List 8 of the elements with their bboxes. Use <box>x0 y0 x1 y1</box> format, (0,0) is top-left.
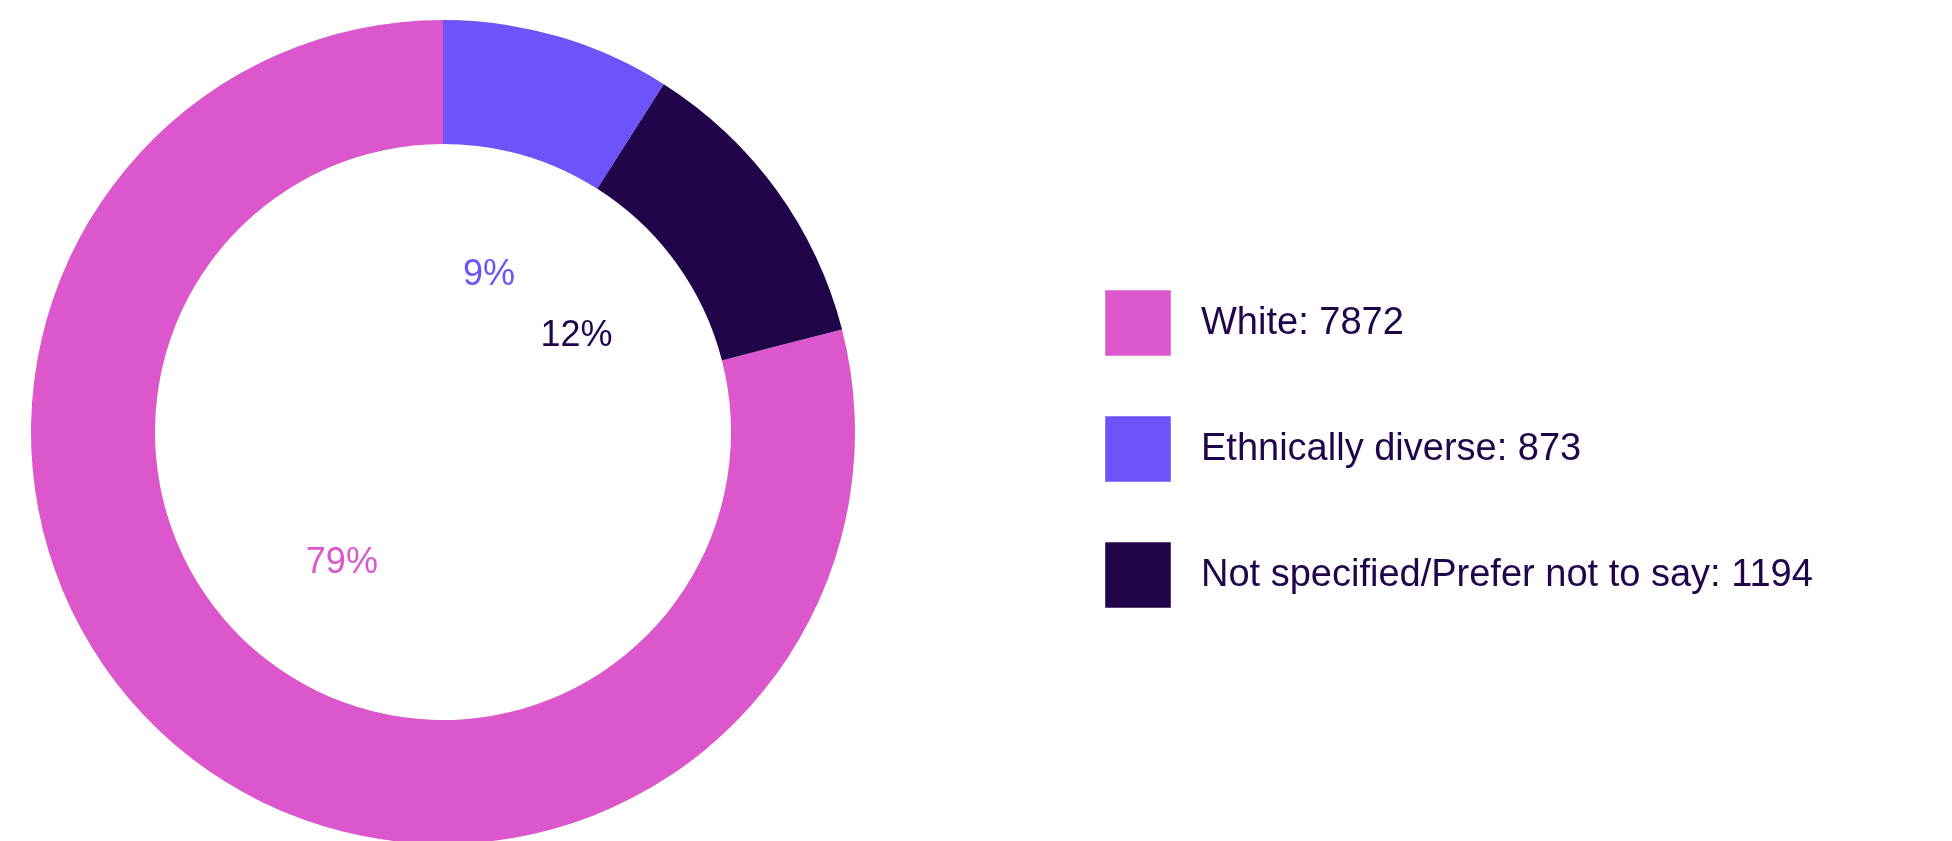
donut-slice <box>443 20 664 189</box>
data-label: 9% <box>463 251 516 293</box>
legend-label: Not specified/Prefer not to say: 1194 <box>1201 552 1813 594</box>
legend-label: White: 7872 <box>1201 300 1404 342</box>
data-label: 12% <box>540 313 613 355</box>
legend-label: Ethnically diverse: 873 <box>1201 426 1582 468</box>
data-label: 79% <box>305 540 378 582</box>
donut-slice <box>31 20 855 841</box>
